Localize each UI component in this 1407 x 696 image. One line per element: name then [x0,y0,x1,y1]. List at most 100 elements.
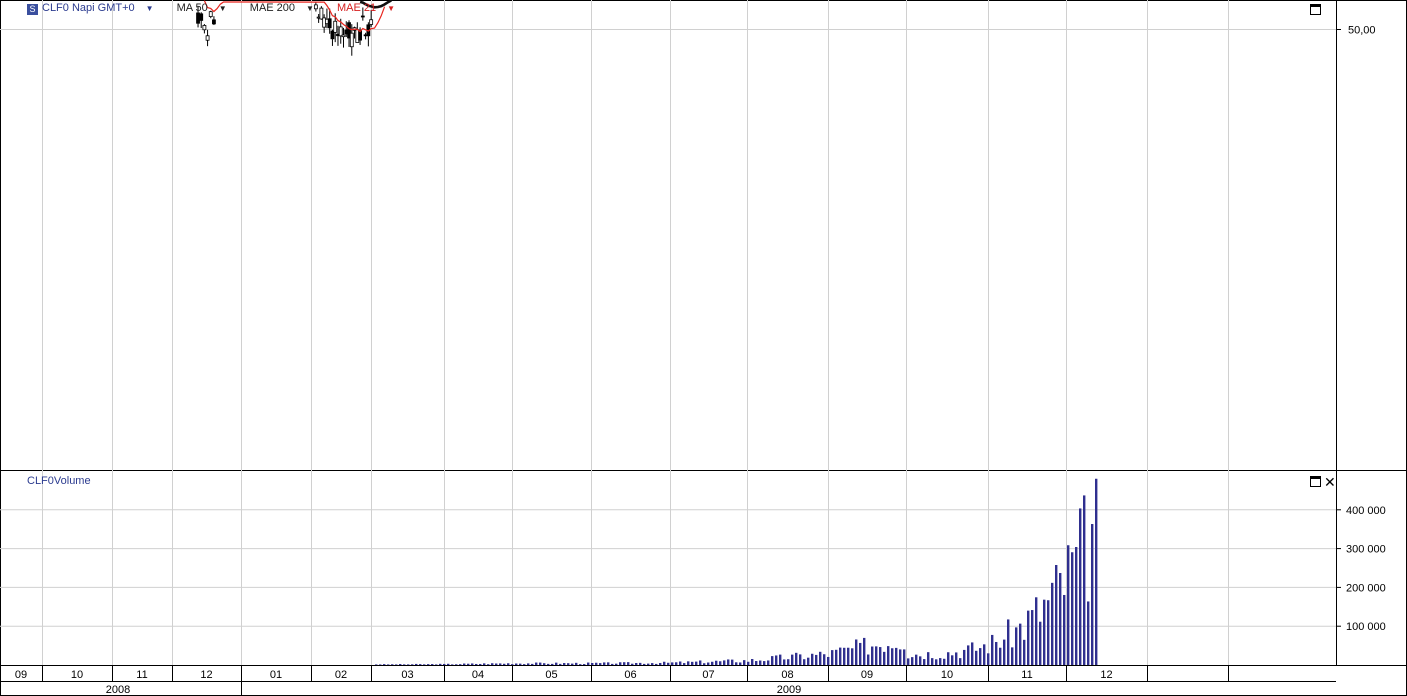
x-tick-label: 12 [200,669,212,681]
x-tick-label: 07 [702,669,714,681]
volume-bar [1011,647,1014,665]
volume-bar [991,634,994,665]
candle-body [330,30,335,40]
volume-bar [659,662,662,665]
volume-bar [463,663,466,665]
x-tick-label: 11 [136,669,147,681]
x-tick-label: 12 [1100,669,1112,681]
volume-bar [431,664,434,665]
volume-bar [931,658,934,665]
close-volume-panel-icon[interactable]: ✕ [1324,474,1336,490]
volume-bar [579,664,582,665]
maximize-volume-panel-icon[interactable] [1310,476,1321,487]
volume-bar [695,661,698,665]
volume-bar [399,664,402,665]
volume-bar [819,651,822,665]
volume-bar [703,663,706,665]
volume-bar [711,661,714,665]
volume-bar [767,660,770,665]
volume-bar [635,663,638,665]
volume-bar [915,654,918,665]
volume-bar [523,664,526,665]
chevron-down-icon[interactable]: ▼ [306,4,314,13]
volume-bar [551,663,554,665]
volume-bar [555,662,558,665]
volume-bar [955,652,958,665]
volume-bar [1031,610,1034,665]
volume-bar [491,663,494,665]
volume-bar [727,659,730,665]
symbol-selector[interactable]: CLF0 Napi GMT+0 ▼ [42,2,154,14]
volume-bar [719,661,722,665]
volume-bar [775,655,778,665]
candle-body [208,11,213,17]
volume-bar [763,661,766,665]
volume-bar [875,646,878,665]
volume-bar [1015,627,1018,665]
x-tick-label: 01 [270,669,282,681]
ma50-indicator[interactable]: MA 50 ▼ [176,2,227,14]
volume-bar [859,642,862,665]
volume-bar [575,662,578,665]
candle-body [313,4,318,10]
mae21-indicator[interactable]: MAE 21 ▼ [337,2,396,14]
volume-bar [787,659,790,665]
y-tick-label: 50,00 [1348,25,1376,37]
volume-bar [743,660,746,665]
x-tick-label: 04 [472,669,484,681]
volume-bar [959,658,962,665]
volume-bar [383,664,386,665]
volume-bar [607,662,610,665]
ma50-line [359,0,392,9]
volume-bar [615,663,618,665]
volume-bar [1075,547,1078,665]
volume-bar [627,662,630,665]
volume-bar [611,663,614,665]
volume-bar [527,663,530,665]
volume-bar [411,664,414,665]
volume-bar [731,659,734,665]
volume-bar [895,647,898,665]
volume-bar [531,663,534,665]
volume-bar [675,662,678,665]
volume-bar [683,663,686,665]
volume-bar [475,663,478,665]
volume-bar [843,647,846,665]
chevron-down-icon[interactable]: ▼ [218,4,227,13]
volume-bar [871,646,874,665]
maximize-price-panel-icon[interactable] [1310,4,1321,15]
volume-bar [739,662,742,665]
candle-body [327,18,332,29]
mae200-indicator[interactable]: MAE 200 ▼ [249,2,314,14]
volume-bar [771,656,774,665]
volume-bar [815,654,818,665]
volume-bar [807,657,810,665]
volume-bar [867,654,870,665]
volume-bar [547,663,550,665]
candle-body [202,25,207,31]
volume-bar [1063,594,1066,665]
x-tick-label: 08 [781,669,793,681]
candle-body [349,32,354,48]
candle-body [369,19,374,25]
volume-bar [1027,610,1030,665]
x-tick-label: 10 [941,669,953,681]
volume-bar [471,663,474,665]
volume-bar [391,664,394,665]
volume-bar [439,663,442,665]
volume-bar [599,663,602,665]
volume-bar [979,648,982,665]
x-tick-label: 09 [861,669,873,681]
volume-bar [839,647,842,665]
volume-bar [651,663,654,665]
volume-bar [559,663,562,665]
volume-bar [483,663,486,665]
chevron-down-icon[interactable]: ▼ [387,4,396,13]
chevron-down-icon[interactable]: ▼ [145,4,154,13]
volume-bar [987,653,990,665]
volume-bar [927,652,930,665]
volume-bar [923,659,926,665]
volume-bar [707,662,710,665]
volume-bar [747,661,750,665]
volume-bar [435,664,438,665]
